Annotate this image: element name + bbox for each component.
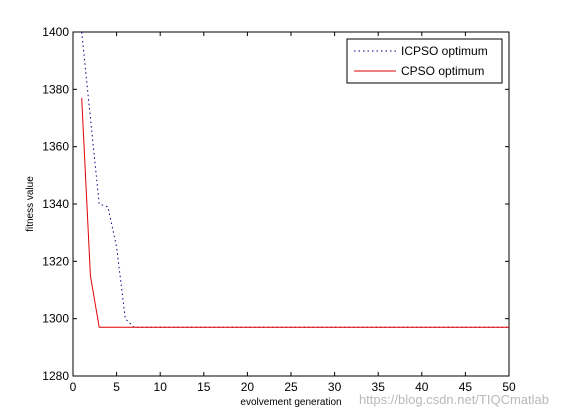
y-tick-label: 1360 <box>42 140 69 154</box>
y-tick-label: 1380 <box>42 82 69 96</box>
x-tick-label: 0 <box>70 380 77 394</box>
axis-ticks: 0 5 10 15 20 25 30 35 40 45 50 1280 1300 1320 1340 1360… <box>42 25 516 394</box>
legend-label-icpso: ICPSO optimum <box>401 44 488 58</box>
y-tick-label: 1340 <box>42 197 69 211</box>
x-axis-label: evolvement generation <box>240 397 341 408</box>
y-tick-label: 1400 <box>42 25 69 39</box>
x-tick-label: 35 <box>372 380 386 394</box>
x-tick-label: 10 <box>154 380 168 394</box>
watermark: https://blog.csdn.net/TIQCmatlab <box>359 392 549 407</box>
plot-area <box>72 31 510 377</box>
y-tick-label: 1280 <box>42 369 69 383</box>
x-tick-label: 15 <box>197 380 211 394</box>
legend-box <box>346 38 503 84</box>
series-lines <box>81 31 509 328</box>
x-tick-label: 30 <box>328 380 342 394</box>
x-tick-label: 20 <box>241 380 255 394</box>
y-tick-label: 1300 <box>42 312 69 326</box>
x-tick-label: 25 <box>284 380 298 394</box>
x-tick-label: 5 <box>113 380 120 394</box>
x-tick-label: 40 <box>415 380 429 394</box>
x-tick-label: 50 <box>502 380 516 394</box>
legend-label-cpso: CPSO optimum <box>401 64 484 78</box>
x-tick-label: 45 <box>459 380 473 394</box>
series-line-cpso <box>81 97 509 328</box>
y-tick-label: 1320 <box>42 254 69 268</box>
series-line-icpso <box>81 31 509 328</box>
legend: ICPSO optimum CPSO optimum <box>346 38 503 84</box>
y-axis-label: fitness value <box>25 176 36 232</box>
